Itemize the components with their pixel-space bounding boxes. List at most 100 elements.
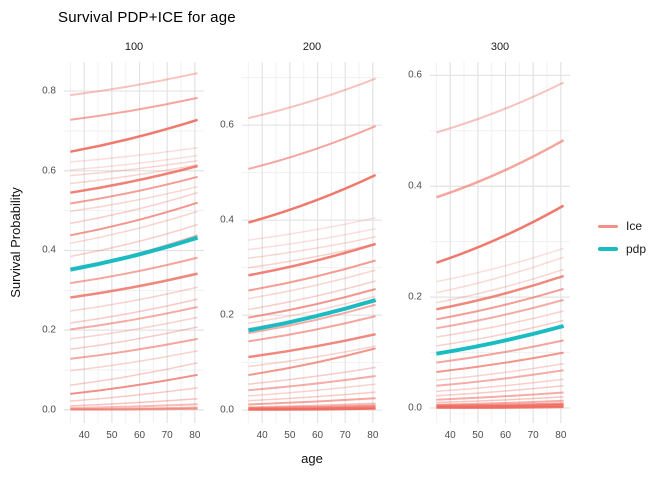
x-tick-label: 70 <box>527 430 539 441</box>
y-tick-label: 0.2 <box>220 309 234 321</box>
ice-line <box>248 77 376 120</box>
ice-line <box>436 268 564 304</box>
legend-item-ice: Ice <box>598 219 646 233</box>
y-tick-label: 0.4 <box>408 180 422 192</box>
x-tick-label: 60 <box>311 430 324 441</box>
x-tick-label: 70 <box>161 430 173 441</box>
ice-line <box>248 227 376 251</box>
x-tick-label: 40 <box>444 430 456 441</box>
x-tick-label: 50 <box>284 430 296 441</box>
x-tick-label: 80 <box>555 430 567 441</box>
ice-line <box>248 347 376 376</box>
ice-line <box>436 319 564 347</box>
ice-line <box>70 362 198 386</box>
ice-line <box>70 185 198 213</box>
y-tick-label: 0.2 <box>42 324 56 336</box>
y-tick-label: 0.2 <box>408 291 422 303</box>
ice-line <box>70 298 198 324</box>
ice-line <box>70 201 198 237</box>
facet-panel-200 <box>242 62 382 423</box>
ice-line <box>248 217 376 241</box>
ice-line <box>70 160 198 177</box>
ice-line <box>436 369 564 387</box>
ice-line <box>70 306 198 331</box>
pdp-line <box>248 298 377 333</box>
ice-line <box>436 274 564 311</box>
ice-line <box>436 256 564 294</box>
ice-line <box>248 280 376 311</box>
ice-line <box>248 366 376 385</box>
ice-line <box>436 378 564 393</box>
y-tick-label: 0.0 <box>220 404 234 416</box>
facet-label-100: 100 <box>124 41 144 53</box>
x-tick-label: 50 <box>106 430 118 441</box>
legend-label-pdp: pdp <box>626 242 647 256</box>
ice-line <box>70 337 198 360</box>
ice-line <box>436 396 564 404</box>
ice-line <box>248 259 376 292</box>
pdp-line <box>70 235 199 272</box>
ice-line <box>248 236 376 259</box>
ice-line <box>70 407 198 411</box>
x-tick-label: 80 <box>189 430 201 441</box>
ice-line <box>436 391 564 401</box>
ice-line <box>248 173 377 224</box>
x-tick-label: 80 <box>367 430 379 441</box>
ice-line <box>436 405 564 409</box>
ice-line <box>248 242 376 277</box>
ice-line <box>248 295 376 325</box>
ice-line <box>248 288 376 319</box>
ice-line <box>248 269 376 300</box>
facet-label-300: 300 <box>490 41 510 53</box>
x-tick-label: 50 <box>472 430 484 441</box>
ice-line <box>70 326 198 351</box>
facet-panel-300 <box>430 62 570 423</box>
ice-line <box>70 272 198 299</box>
x-tick-label: 60 <box>133 430 146 441</box>
ice-line <box>70 373 198 395</box>
facet-panel-100 <box>64 62 204 423</box>
ice-line <box>70 350 198 372</box>
ice-line <box>436 287 564 321</box>
ice-line <box>248 383 376 397</box>
legend-label-ice: Ice <box>626 219 643 233</box>
ice-line <box>248 391 376 402</box>
ice-line <box>70 387 198 402</box>
pdp-line-swatch <box>598 247 618 251</box>
ice-line <box>70 118 198 153</box>
ice-line <box>436 385 564 397</box>
y-tick-label: 0.8 <box>42 85 56 97</box>
ice-line <box>70 191 198 225</box>
y-axis-title-wrap: Survival Probability <box>4 62 26 423</box>
ice-line <box>70 403 198 409</box>
chart-title: Survival PDP+ICE for age <box>58 9 236 26</box>
x-axis-title: age <box>301 451 323 466</box>
ice-line <box>70 146 198 163</box>
ice-line <box>248 303 376 335</box>
ice-line <box>436 339 564 364</box>
ice-line <box>436 399 564 406</box>
ice-line <box>436 310 564 338</box>
y-tick-label: 0.4 <box>220 214 234 226</box>
ice-line <box>436 298 564 330</box>
x-tick-label: 40 <box>78 430 90 441</box>
ice-line <box>70 223 198 258</box>
pdp-line <box>436 324 565 356</box>
ice-line <box>248 407 376 411</box>
y-tick-label: 0.0 <box>408 402 422 414</box>
ice-line <box>70 256 198 285</box>
ice-line <box>248 375 376 392</box>
ice-line <box>248 125 376 170</box>
ice-line <box>70 164 198 194</box>
ice-line <box>436 81 565 134</box>
y-tick-label: 0.6 <box>408 69 422 81</box>
ice-line <box>248 315 376 343</box>
ice-line <box>436 247 564 283</box>
y-axis-title: Survival Probability <box>7 187 23 298</box>
ice-line <box>436 139 565 199</box>
ice-line <box>70 72 198 97</box>
ice-line <box>70 164 198 185</box>
ice-line <box>248 332 376 359</box>
ice-line <box>70 96 198 121</box>
